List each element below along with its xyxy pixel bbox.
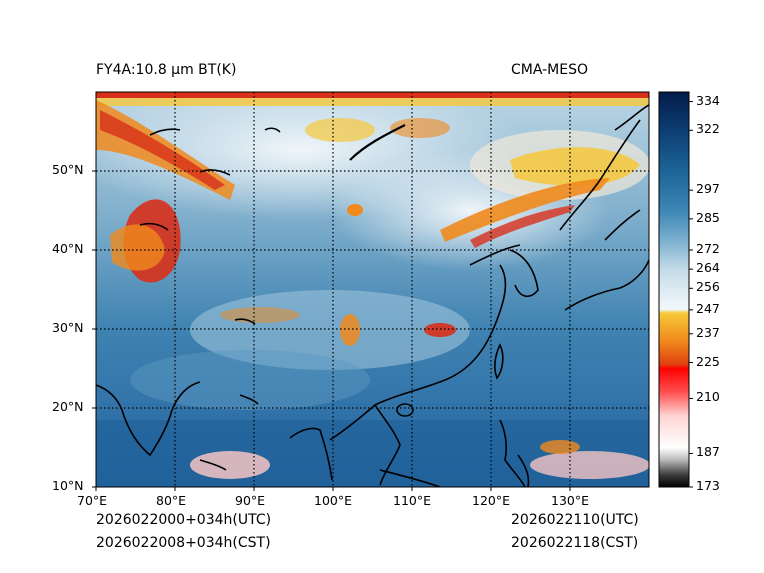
lon-label: 100°E <box>314 493 353 508</box>
satellite-image <box>96 92 649 487</box>
lon-label: 130°E <box>551 493 590 508</box>
colorbar-tick-label: 272 <box>696 241 720 256</box>
coastlines <box>96 104 649 487</box>
lat-label: 10°N <box>52 478 84 493</box>
colorbar-tick-label: 187 <box>696 444 720 460</box>
gridlines <box>96 92 649 487</box>
lat-label: 20°N <box>52 399 84 414</box>
colorbar-tick-label: 210 <box>696 389 720 405</box>
lon-label: 70°E <box>77 493 108 508</box>
valid-time-utc: 2026022110(UTC) <box>511 512 639 528</box>
colorbar-tick-label: 285 <box>696 209 720 225</box>
colorbar-tick-label: 322 <box>696 121 720 137</box>
colorbar-tick-label: 297 <box>696 181 720 197</box>
colorbar-tick-label: 264 <box>696 260 720 276</box>
lon-label: 110°E <box>393 493 432 508</box>
colorbar-tick-label: 334 <box>696 92 720 108</box>
colorbar-ticks <box>689 101 693 488</box>
colorbar-tick-label: 247 <box>696 300 720 316</box>
colorbar <box>658 91 690 488</box>
colorbar-tick-label: 225 <box>696 353 720 369</box>
lon-label: 90°E <box>235 493 266 508</box>
lat-label: 40°N <box>52 241 84 256</box>
lat-label: 30°N <box>52 320 84 335</box>
valid-time-cst: 2026022118(CST) <box>511 535 639 551</box>
lat-label: 50°N <box>52 162 84 177</box>
axis-ticks <box>92 170 571 491</box>
colorbar-tick-label: 173 <box>696 478 720 493</box>
title-left: FY4A:10.8 µm BT(K) <box>96 62 237 78</box>
lon-label: 120°E <box>472 493 511 508</box>
colorbar-tick-label: 256 <box>696 279 720 295</box>
init-time-cst: 2026022008+034h(CST) <box>96 535 271 551</box>
init-time-utc: 2026022000+034h(UTC) <box>96 512 272 528</box>
title-right: CMA-MESO <box>511 62 589 78</box>
lon-label: 80°E <box>156 493 187 508</box>
colorbar-tick-label: 237 <box>696 324 720 340</box>
map-frame <box>95 91 650 488</box>
